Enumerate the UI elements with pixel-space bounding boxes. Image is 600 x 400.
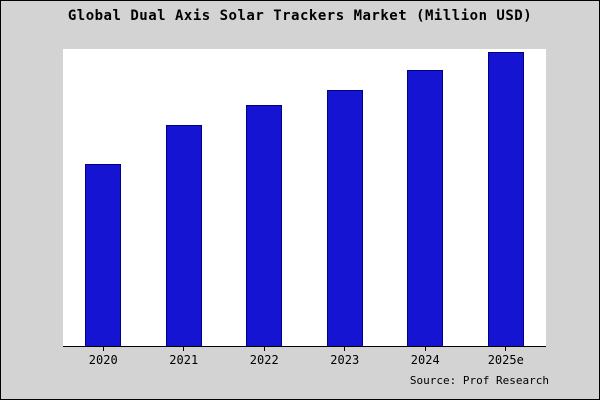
x-axis-labels: 2020 2021 2022 2023 2024 2025e — [63, 347, 546, 367]
bar-2024 — [407, 69, 444, 346]
bar-slot-2021 — [165, 49, 203, 346]
bar-slot-2020 — [84, 49, 122, 346]
x-tick-label-2023: 2023 — [315, 347, 375, 367]
source-text: Source: Prof Research — [409, 374, 549, 387]
x-tick-label-2022: 2022 — [234, 347, 294, 367]
x-tick-label-2021: 2021 — [154, 347, 214, 367]
bar-slot-2025e — [487, 49, 525, 346]
bar-2023 — [326, 90, 363, 346]
bar-2020 — [85, 163, 122, 346]
bar-2025e — [487, 51, 524, 346]
bar-2021 — [165, 125, 202, 346]
bars-container — [63, 49, 546, 346]
bar-slot-2024 — [406, 49, 444, 346]
plot-area — [63, 49, 546, 347]
x-tick-label-2024: 2024 — [395, 347, 455, 367]
chart-title: Global Dual Axis Solar Trackers Market (… — [67, 8, 533, 24]
bar-slot-2023 — [326, 49, 364, 346]
x-tick-label-2025e: 2025e — [476, 347, 536, 367]
bar-2022 — [246, 104, 283, 346]
bar-slot-2022 — [245, 49, 283, 346]
x-tick-label-2020: 2020 — [73, 347, 133, 367]
